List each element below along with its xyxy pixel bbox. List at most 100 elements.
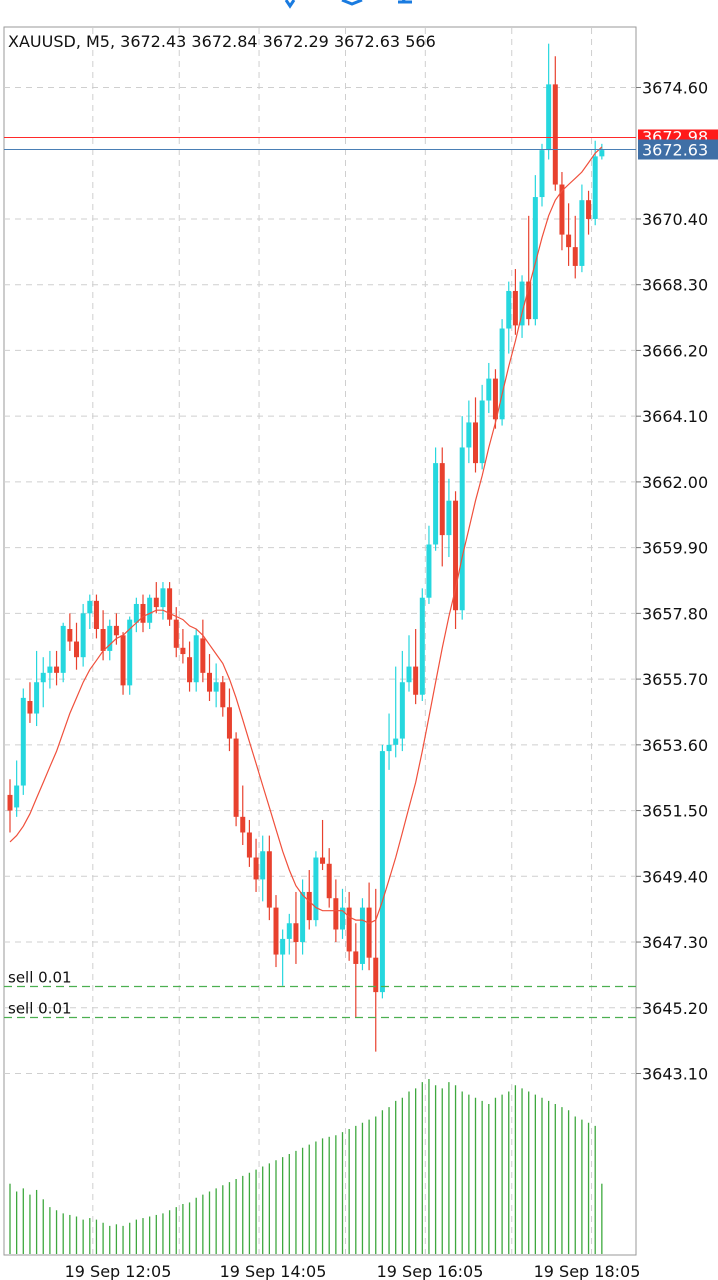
candle [273,895,279,968]
candle-body [193,635,199,683]
candle [419,588,425,702]
candle [187,641,193,692]
candle [519,275,525,338]
candle [193,629,199,692]
candle-body [60,625,66,673]
grid [4,28,636,1254]
price-tick-label: 3662.00 [642,473,708,492]
bid-price-tag [638,139,718,160]
price-tick-label: 3666.20 [642,341,708,360]
candle-body [7,794,13,811]
pen-icon[interactable] [284,0,296,9]
time-tick-label: 19 Sep 16:05 [377,1262,484,1280]
candle [100,610,106,661]
candle-body [326,863,332,899]
candle [54,650,60,686]
candle-body [426,544,432,598]
candle-body [173,619,179,648]
candle-body [446,500,452,536]
time-tick-label: 19 Sep 12:05 [65,1262,172,1280]
candle-body [433,463,439,545]
top-bar [0,0,718,24]
candle-body [286,923,292,939]
candle [160,582,166,620]
candle-body [300,891,306,943]
candle-body [559,184,565,235]
candle [153,582,159,614]
candle-body [93,600,99,630]
candle-body [340,907,345,930]
candle [180,629,186,664]
candle [413,629,419,705]
candle [506,281,512,354]
candle [87,594,93,630]
order-label: sell 0.01 [8,1000,72,1018]
candle [20,688,26,795]
candle [40,657,46,708]
candle-body [266,851,272,908]
candle [167,582,173,626]
candle-body [572,247,578,266]
candle [492,369,498,429]
candle-body [519,281,525,326]
price-tick-label: 3674.60 [642,79,708,98]
candle-body [67,629,73,642]
candle-body [532,197,538,320]
candle-body [147,597,153,623]
candle-body [20,697,26,786]
candle-body [346,907,352,952]
alert-icon[interactable] [398,0,412,4]
candle [373,888,379,1052]
candle-body [200,638,206,673]
order-label: sell 0.01 [8,969,72,987]
candle-body [34,682,40,714]
candle [340,888,345,939]
candle-body [479,400,485,464]
candle-body [359,907,365,964]
candle [80,603,86,667]
candle [173,607,179,658]
candle-body [27,701,33,714]
candle [313,851,319,927]
candle-body [399,682,405,739]
candle [246,819,252,867]
candle [599,143,605,160]
candle [213,663,219,708]
candle-body [127,619,133,686]
candle-body [220,682,226,708]
candle-body [313,857,319,921]
candle [399,650,405,752]
candle-body [439,463,445,536]
candle-body [499,328,505,420]
price-tick-label: 3657.80 [642,604,708,623]
candle-body [539,150,545,198]
candle-body [459,447,465,611]
candle [27,682,33,723]
candle-body [40,672,46,683]
candle [486,362,492,414]
candle-body [100,629,106,651]
candle [386,713,392,770]
candle [346,891,352,961]
candle-body [246,832,252,858]
candle-body [113,625,119,636]
candle-body [366,907,372,958]
candle [34,650,40,727]
candle [260,835,266,902]
header-low: 3672.29 [263,32,329,51]
candle-body [333,898,339,930]
candle [439,447,445,567]
candle-body [140,603,146,623]
header-open: 3672.43 [120,32,186,51]
candle [592,140,598,226]
price-tick-label: 3645.20 [642,999,708,1018]
chart-tool-icon[interactable] [341,0,363,6]
candle-body [260,851,266,880]
candle [526,215,532,326]
candle-body [486,378,492,401]
candle [107,619,113,661]
candle [147,594,153,630]
candle [293,891,299,964]
candle-body [512,290,518,326]
